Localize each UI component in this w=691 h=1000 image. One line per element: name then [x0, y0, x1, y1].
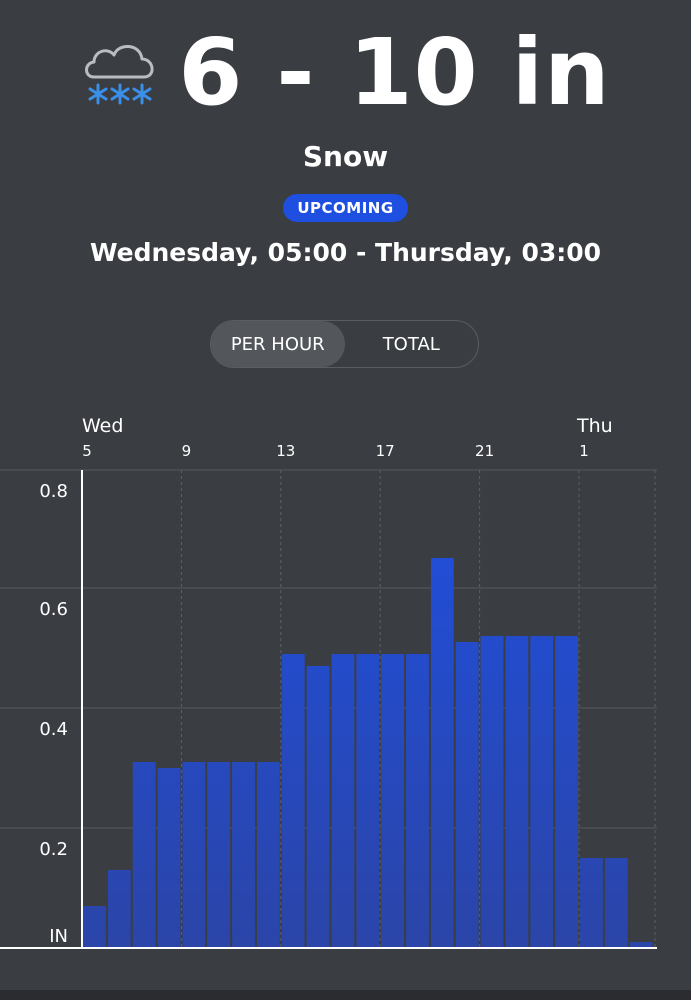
total-button[interactable]: TOTAL — [382, 333, 440, 355]
x-tick-label: 1 — [579, 442, 589, 460]
forecast-period: Wednesday, 05:00 - Thursday, 03:00 — [89, 238, 602, 267]
x-tick-label: 17 — [376, 442, 395, 460]
y-tick-label: 0.2 — [39, 839, 68, 860]
y-tick-label: 0.8 — [39, 481, 68, 502]
bar — [580, 858, 603, 948]
hero-row: 6 - 10 in — [0, 18, 691, 128]
x-tick-label: 13 — [276, 442, 295, 460]
day-label: Wed — [82, 415, 123, 437]
y-unit-label: IN — [49, 926, 68, 947]
badge-wrap: UPCOMING — [0, 194, 691, 222]
snow-cloud-icon — [85, 45, 154, 105]
view-toggle: PER HOUR TOTAL — [210, 320, 479, 368]
bar — [629, 942, 653, 948]
x-tick-label: 21 — [475, 442, 494, 460]
bar — [430, 558, 454, 948]
bar — [281, 654, 305, 948]
forecast-header: 6 - 10 in Snow UPCOMING Wednesday, 05:00… — [0, 0, 691, 300]
bar — [331, 654, 355, 948]
bar — [207, 762, 231, 948]
snow-amount: 6 - 10 in — [178, 19, 611, 126]
footer-bar — [0, 990, 691, 1000]
x-tick-label: 9 — [182, 442, 192, 460]
bar — [406, 654, 429, 948]
status-badge: UPCOMING — [283, 194, 408, 222]
bar — [455, 642, 479, 948]
bar — [530, 636, 554, 948]
per-hour-button[interactable]: PER HOUR — [211, 321, 345, 367]
bar — [480, 636, 504, 948]
bar — [604, 858, 628, 948]
bar — [381, 654, 405, 948]
x-tick-label: 5 — [82, 442, 92, 460]
day-label: Thu — [576, 415, 613, 437]
bar — [356, 654, 380, 948]
hourly-snow-chart: 0.2 0.4 0.6 0.8 5 9 13 17 21 1 Wed Thu IN — [0, 415, 657, 949]
condition-label: Snow — [302, 140, 389, 173]
bar — [157, 768, 181, 948]
y-tick-label: 0.4 — [39, 719, 68, 740]
bar — [83, 906, 106, 948]
bar — [132, 762, 156, 948]
bar — [182, 762, 206, 948]
bar — [256, 762, 280, 948]
y-tick-label: 0.6 — [39, 599, 68, 620]
bar — [107, 870, 131, 948]
bar — [505, 636, 529, 948]
bar — [555, 636, 578, 948]
bar — [232, 762, 255, 948]
bar — [306, 666, 330, 948]
